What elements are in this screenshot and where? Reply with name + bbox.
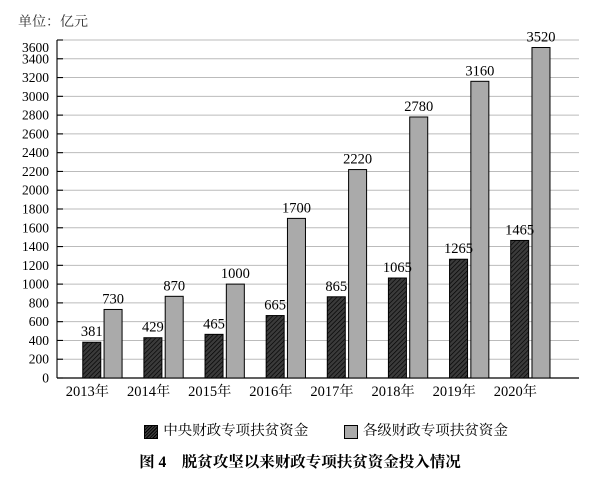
svg-text:2600: 2600: [22, 126, 49, 141]
svg-text:200: 200: [29, 352, 50, 367]
svg-text:2400: 2400: [22, 145, 49, 160]
svg-text:1200: 1200: [22, 258, 49, 273]
svg-text:800: 800: [29, 295, 50, 310]
svg-text:3000: 3000: [22, 89, 49, 104]
svg-text:2000: 2000: [22, 183, 49, 198]
svg-text:730: 730: [102, 291, 124, 307]
svg-text:870: 870: [163, 278, 185, 294]
svg-text:2020年: 2020年: [494, 383, 538, 400]
svg-text:2015年: 2015年: [188, 383, 232, 400]
svg-text:2013年: 2013年: [66, 383, 110, 400]
svg-text:1465: 1465: [505, 222, 534, 238]
svg-text:665: 665: [264, 298, 286, 314]
svg-text:1800: 1800: [22, 202, 49, 217]
svg-text:1600: 1600: [22, 220, 49, 235]
svg-text:2017年: 2017年: [310, 383, 354, 400]
svg-text:2800: 2800: [22, 108, 49, 123]
svg-text:2200: 2200: [22, 164, 49, 179]
svg-text:2018年: 2018年: [371, 383, 415, 400]
svg-text:单位：亿元: 单位：亿元: [18, 14, 88, 30]
svg-text:400: 400: [29, 333, 50, 348]
svg-text:1000: 1000: [221, 266, 250, 282]
svg-text:2016年: 2016年: [249, 383, 293, 400]
svg-text:1065: 1065: [383, 260, 412, 276]
svg-text:381: 381: [81, 324, 103, 340]
svg-text:2220: 2220: [343, 152, 372, 168]
svg-text:3600: 3600: [22, 40, 49, 55]
svg-text:865: 865: [325, 279, 347, 295]
svg-text:2019年: 2019年: [433, 383, 477, 400]
svg-text:1000: 1000: [22, 277, 49, 292]
svg-text:0: 0: [42, 371, 49, 386]
svg-text:465: 465: [203, 316, 225, 332]
svg-text:3160: 3160: [465, 63, 494, 79]
svg-text:2014年: 2014年: [127, 383, 171, 400]
svg-text:1265: 1265: [444, 241, 473, 257]
svg-text:2780: 2780: [404, 99, 433, 115]
svg-text:1400: 1400: [22, 239, 49, 254]
svg-text:600: 600: [29, 314, 50, 329]
svg-text:3200: 3200: [22, 70, 49, 85]
svg-text:429: 429: [142, 320, 164, 336]
svg-text:1700: 1700: [282, 200, 311, 216]
svg-text:3520: 3520: [526, 30, 555, 46]
